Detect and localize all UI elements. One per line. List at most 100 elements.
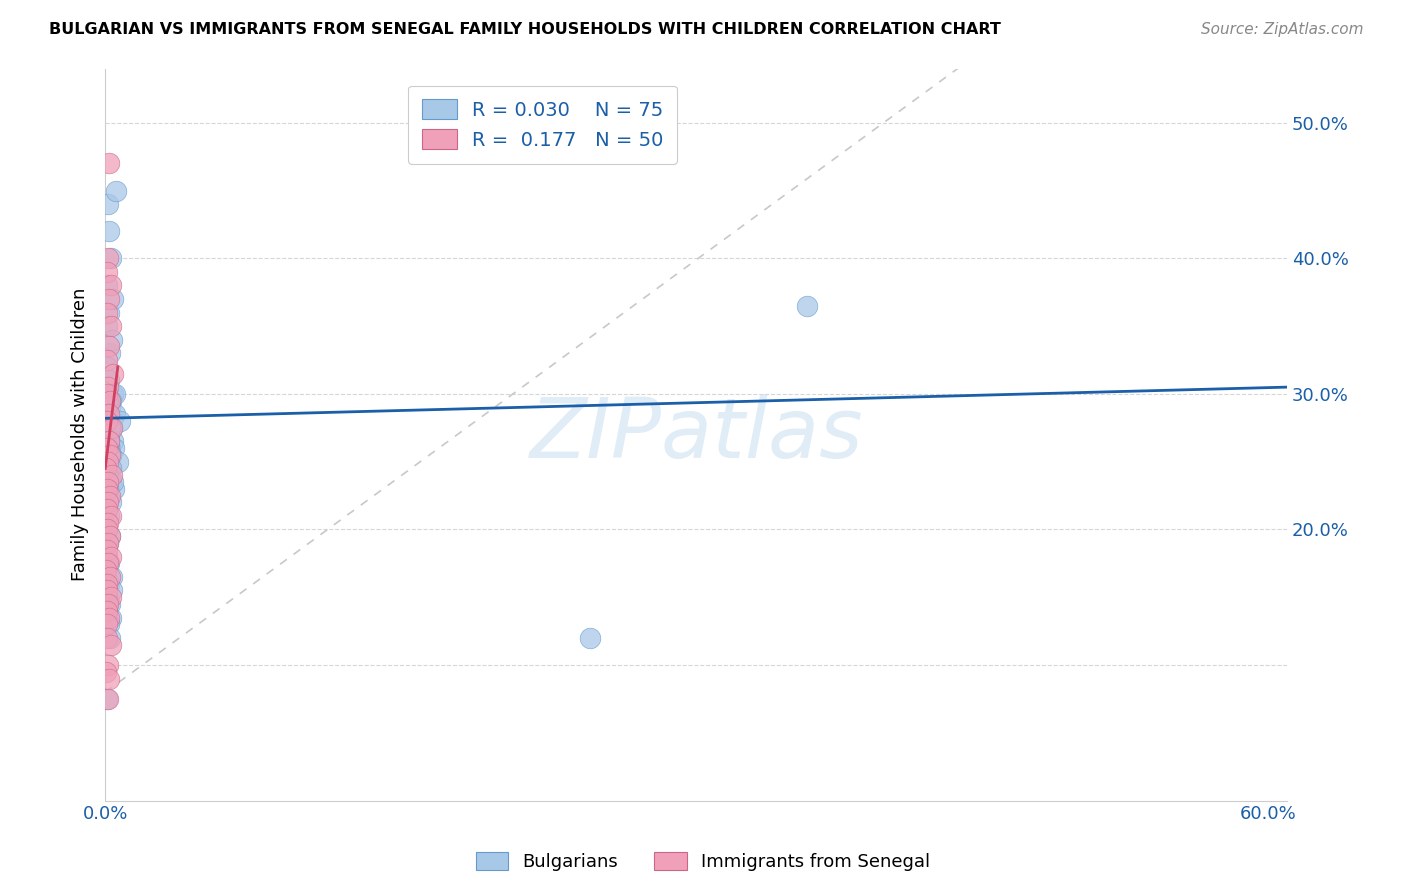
Point [100, 421, 122, 435]
Point [101, 421, 124, 435]
Point [96, 631, 118, 645]
Point [97, 393, 120, 408]
Point [96, 536, 118, 550]
Point [97, 658, 120, 673]
Point [96, 542, 118, 557]
Point [101, 387, 124, 401]
Point [101, 414, 124, 428]
Point [98, 339, 121, 353]
Point [101, 583, 124, 598]
Point [96, 414, 118, 428]
Point [96, 387, 118, 401]
Point [103, 292, 125, 306]
Point [96, 401, 118, 415]
Point [98, 156, 121, 170]
Point [96, 359, 118, 374]
Point [101, 475, 124, 489]
Point [97, 482, 120, 496]
Point [104, 387, 127, 401]
Point [98, 570, 121, 584]
Point [98, 672, 121, 686]
Point [96, 583, 118, 598]
Point [96, 407, 118, 421]
Point [96, 455, 118, 469]
Point [100, 278, 122, 293]
Point [100, 448, 122, 462]
Point [97, 407, 120, 421]
Point [100, 393, 122, 408]
Point [100, 610, 122, 624]
Point [96, 482, 118, 496]
Point [96, 461, 118, 475]
Point [100, 570, 122, 584]
Point [103, 482, 125, 496]
Point [96, 353, 118, 368]
Point [96, 692, 118, 706]
Point [96, 563, 118, 577]
Point [98, 489, 121, 503]
Point [97, 441, 120, 455]
Point [96, 305, 118, 319]
Point [96, 665, 118, 679]
Point [97, 508, 120, 523]
Point [96, 502, 118, 516]
Point [100, 638, 122, 652]
Point [96, 434, 118, 449]
Point [98, 597, 121, 611]
Point [100, 393, 122, 408]
Point [100, 495, 122, 509]
Point [96, 421, 118, 435]
Point [96, 617, 118, 632]
Point [100, 333, 122, 347]
Point [96, 563, 118, 577]
Text: Source: ZipAtlas.com: Source: ZipAtlas.com [1201, 22, 1364, 37]
Text: ZIPatlas: ZIPatlas [529, 394, 863, 475]
Point [97, 292, 120, 306]
Point [96, 523, 118, 537]
Point [100, 549, 122, 564]
Point [96, 455, 118, 469]
Point [100, 319, 122, 334]
Point [96, 441, 118, 455]
Point [96, 502, 118, 516]
Point [97, 557, 120, 571]
Point [97, 576, 120, 591]
Point [98, 610, 121, 624]
Point [98, 529, 121, 543]
Point [101, 367, 124, 381]
Point [96, 604, 118, 618]
Point [98, 407, 121, 421]
Point [107, 455, 129, 469]
Point [97, 597, 120, 611]
Legend: Bulgarians, Immigrants from Senegal: Bulgarians, Immigrants from Senegal [468, 845, 938, 879]
Point [96, 576, 118, 591]
Point [96, 489, 118, 503]
Point [97, 516, 120, 530]
Point [100, 591, 122, 605]
Point [97, 427, 120, 442]
Point [98, 441, 121, 455]
Text: BULGARIAN VS IMMIGRANTS FROM SENEGAL FAMILY HOUSEHOLDS WITH CHILDREN CORRELATION: BULGARIAN VS IMMIGRANTS FROM SENEGAL FAM… [49, 22, 1001, 37]
Point [578, 631, 600, 645]
Point [96, 604, 118, 618]
Point [97, 495, 120, 509]
Point [96, 414, 118, 428]
Point [100, 508, 122, 523]
Point [97, 427, 120, 442]
Y-axis label: Family Households with Children: Family Households with Children [72, 288, 89, 582]
Point [98, 461, 121, 475]
Point [98, 529, 121, 543]
Legend: R = 0.030    N = 75, R =  0.177   N = 50: R = 0.030 N = 75, R = 0.177 N = 50 [408, 86, 678, 163]
Point [97, 434, 120, 449]
Point [97, 434, 120, 449]
Point [96, 278, 118, 293]
Point [97, 475, 120, 489]
Point [96, 523, 118, 537]
Point [100, 448, 122, 462]
Point [96, 591, 118, 605]
Point [101, 421, 124, 435]
Point [96, 319, 118, 334]
Point [98, 448, 121, 462]
Point [98, 631, 121, 645]
Point [96, 549, 118, 564]
